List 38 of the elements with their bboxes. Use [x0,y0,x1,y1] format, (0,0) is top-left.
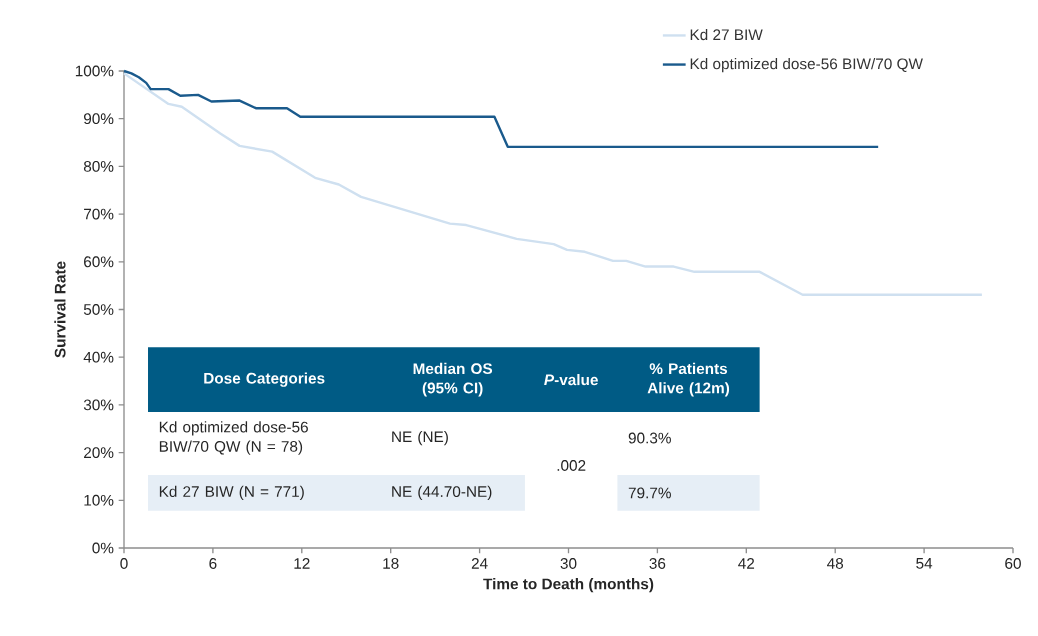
line-series [122,72,984,296]
annotation: P-value [544,373,598,386]
annotation: 90.3% [628,432,671,444]
annotation: 79.7% [628,487,671,499]
x-tick-label: 42 [738,558,755,569]
x-tick-label: 36 [649,558,666,569]
annotation: NE (44.70-NE) [392,485,492,501]
x-tick-label: 30 [560,558,577,569]
x-tick-label: 12 [294,558,310,569]
legend-label: Kd optimized dose-56 BIW/70 QW [690,58,923,73]
y-tick-label: 40% [83,351,114,363]
y-tick-label: 10% [84,494,114,506]
x-tick-label: 60 [1005,558,1021,569]
x-tick-label: 18 [383,558,399,569]
y-tick-label: 50% [83,304,114,315]
x-tick-label: 6 [209,558,217,569]
x-tick-label: 0 [120,558,128,569]
annotation: Median OS (95% CI) [413,362,493,397]
y-tick-label: 70% [84,208,114,220]
x-tick-label: 24 [471,558,488,569]
annotation: NE (NE) [392,430,448,446]
annotation: Kd 27 BIW (N = 771) [159,485,304,501]
y-tick-label: 90% [83,113,114,125]
y-tick-label: 60% [84,256,114,268]
annotation: Dose Categories [204,372,325,387]
y-tick-label: 0% [92,542,114,554]
y-tick-label: 20% [84,447,114,459]
legend-label: Kd 27 BIW [690,28,763,41]
x-tick-label: 54 [916,558,933,569]
annotation: % Patients Alive (12m) [647,362,730,397]
annotation: Kd optimized dose-56 BIW/70 QW (N = 78) [159,421,308,455]
x-axis-title: Time to Death (months) [483,578,654,593]
y-tick-label: 100% [75,65,114,77]
y-tick-label: 80% [83,160,114,172]
x-tick-label: 48 [827,558,844,569]
annotation: .002 [557,460,586,471]
y-axis-title: Survival Rate [54,261,66,358]
y-tick-label: 30% [83,399,114,411]
